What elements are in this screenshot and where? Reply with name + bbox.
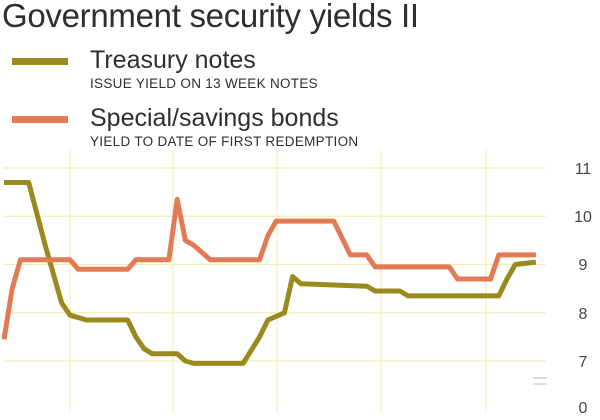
y-tick-label: 0 — [579, 400, 588, 417]
series-line-special-savings-bonds — [1, 196, 536, 340]
chart-title: Government security yields II — [2, 0, 419, 34]
y-tick-label: 10 — [574, 209, 592, 226]
legend-label-treasury: Treasury notes — [90, 46, 256, 74]
y-tick-label: 11 — [575, 161, 592, 178]
legend-swatch-treasury — [12, 58, 68, 65]
series-line-treasury-notes — [4, 180, 537, 366]
legend-swatch-bonds — [12, 116, 68, 123]
y-tick-label: 8 — [579, 306, 588, 323]
legend-label-bonds: Special/savings bonds — [90, 104, 339, 132]
y-tick-label: 7 — [579, 354, 588, 371]
legend-subtitle-treasury: ISSUE YIELD ON 13 WEEK NOTES — [90, 76, 318, 91]
legend-subtitle-bonds: YIELD TO DATE OF FIRST REDEMPTION — [90, 134, 359, 149]
y-tick-label: 9 — [579, 257, 588, 274]
